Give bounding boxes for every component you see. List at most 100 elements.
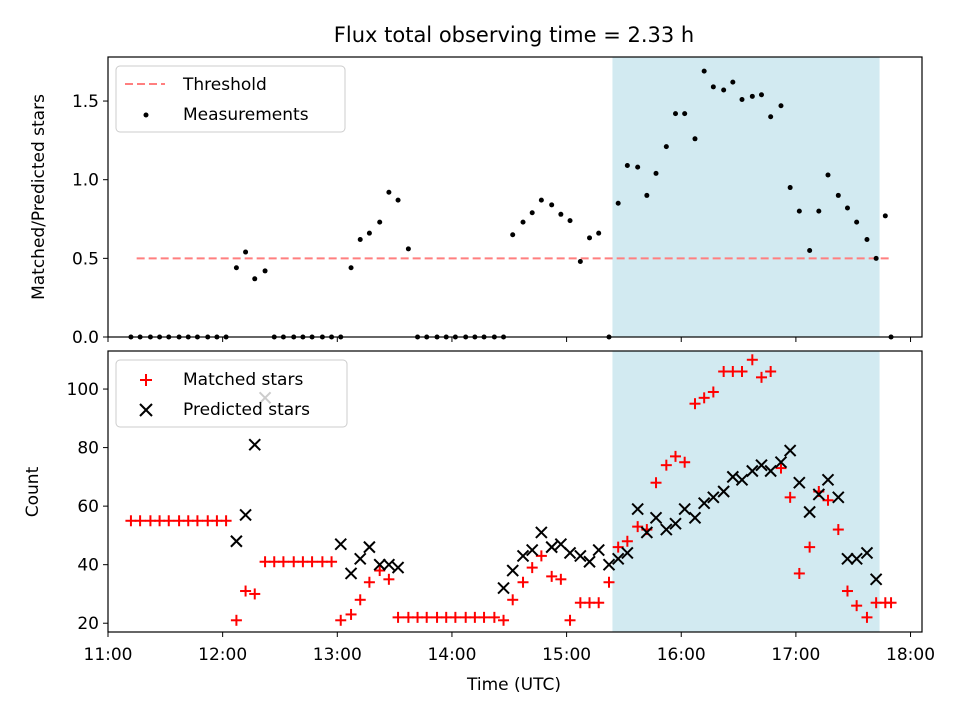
predicted-x-b xyxy=(516,549,530,563)
predicted-star-point xyxy=(764,464,777,478)
matched-star-point xyxy=(603,576,615,588)
predicted-star-point xyxy=(649,511,663,525)
matched-star-point xyxy=(861,611,873,623)
predicted-star-point xyxy=(774,456,788,469)
predicted-x-b xyxy=(239,508,252,522)
legend-matched-swatch xyxy=(140,374,152,386)
ratio-y-tick-label: 0.0 xyxy=(72,328,99,348)
measurement-point xyxy=(739,96,745,102)
matched-star-point xyxy=(784,491,796,503)
chart-title: Flux total observing time = 2.33 h xyxy=(334,23,694,47)
predicted-x-b xyxy=(860,546,874,560)
ratio-observing-span xyxy=(612,57,880,337)
matched-star-point xyxy=(354,594,366,606)
matched-star-point xyxy=(679,456,691,468)
ratio-y-tick-label: 1.5 xyxy=(72,92,99,112)
predicted-x-b xyxy=(774,456,788,469)
count-y-tick-label: 60 xyxy=(77,497,99,517)
matched-star-point xyxy=(632,521,644,533)
matched-star-point xyxy=(249,588,261,600)
predicted-x-b xyxy=(535,526,548,539)
matched-star-point xyxy=(718,365,730,377)
count-observing-span xyxy=(612,351,880,632)
predicted-star-point xyxy=(688,511,702,525)
measurement-point xyxy=(529,210,535,216)
matched-star-point xyxy=(460,611,472,623)
matched-star-point xyxy=(822,494,834,506)
matched-star-point xyxy=(259,556,271,568)
x-tick-label: 11:00 xyxy=(84,645,133,665)
predicted-x-b xyxy=(812,488,826,501)
count-legend: Matched stars Predicted stars xyxy=(115,359,348,428)
measurement-point xyxy=(624,163,630,169)
predicted-star-point xyxy=(640,526,654,539)
matched-star-point xyxy=(804,541,816,553)
x-tick-label: 13:00 xyxy=(313,645,362,665)
matched-star-point xyxy=(689,398,701,410)
matched-star-point xyxy=(793,567,805,579)
measurement-point xyxy=(663,144,669,150)
predicted-star-point xyxy=(230,535,243,548)
matched-star-point xyxy=(345,608,357,620)
predicted-star-point xyxy=(354,552,367,566)
matched-star-point xyxy=(220,515,232,527)
legend-measurements-label: Measurements xyxy=(183,105,309,125)
count-legend-box xyxy=(115,359,348,428)
measurement-point xyxy=(596,230,602,236)
predicted-x-b xyxy=(850,552,863,566)
matched-star-point xyxy=(755,371,767,383)
matched-star-point xyxy=(363,576,375,588)
predicted-x-b xyxy=(764,464,777,478)
measurement-point xyxy=(549,202,555,208)
measurement-point xyxy=(615,200,621,206)
predicted-star-point xyxy=(373,558,386,571)
predicted-star-point xyxy=(707,491,720,504)
matched-star-point xyxy=(277,556,289,568)
measurement-point xyxy=(635,164,641,170)
predicted-x-b xyxy=(688,511,702,525)
measurement-point xyxy=(825,172,831,178)
predicted-x-b xyxy=(726,470,740,484)
predicted-star-point xyxy=(841,552,854,566)
measurement-point xyxy=(682,111,688,117)
matched-star-point xyxy=(230,614,242,626)
predicted-x-b xyxy=(525,543,539,557)
count-y-axis-label: Count xyxy=(23,466,43,517)
predicted-x-b xyxy=(783,444,797,457)
matched-star-point xyxy=(621,535,633,547)
predicted-star-point xyxy=(793,476,806,489)
predicted-star-point xyxy=(717,485,730,498)
predicted-x-b xyxy=(382,558,396,571)
matched-star-point xyxy=(268,556,280,568)
matched-star-point xyxy=(449,611,461,623)
predicted-star-point xyxy=(382,558,396,571)
ratio-x-ticks xyxy=(107,337,912,342)
matched-star-point xyxy=(316,556,328,568)
measurement-point xyxy=(653,170,659,176)
matched-star-point xyxy=(507,594,519,606)
matched-star-point xyxy=(211,515,223,527)
matched-star-point xyxy=(326,556,338,568)
measurement-point xyxy=(252,276,258,282)
measurement-point xyxy=(854,219,860,225)
measurement-point xyxy=(567,218,573,224)
predicted-star-point xyxy=(334,537,347,551)
matched-star-point xyxy=(498,614,510,626)
matched-star-point xyxy=(297,556,309,568)
measurement-point xyxy=(366,230,372,236)
measurement-point xyxy=(395,197,401,203)
matched-star-point xyxy=(288,556,300,568)
measurement-point xyxy=(233,265,239,271)
measurement-point xyxy=(348,265,354,271)
measurement-point xyxy=(778,103,784,109)
predicted-star-point xyxy=(516,549,530,563)
matched-star-point xyxy=(885,597,897,609)
predicted-x-b xyxy=(563,546,577,560)
count-x-ticks: 11:00 12:00 13:00 14:00 15:00 16:00 17:00 18:00 xyxy=(84,632,935,665)
measurement-point xyxy=(758,92,764,98)
predicted-x-b xyxy=(602,558,616,571)
matched-star-point xyxy=(832,524,844,536)
matched-star-point xyxy=(841,585,853,597)
measurement-point xyxy=(816,208,822,214)
